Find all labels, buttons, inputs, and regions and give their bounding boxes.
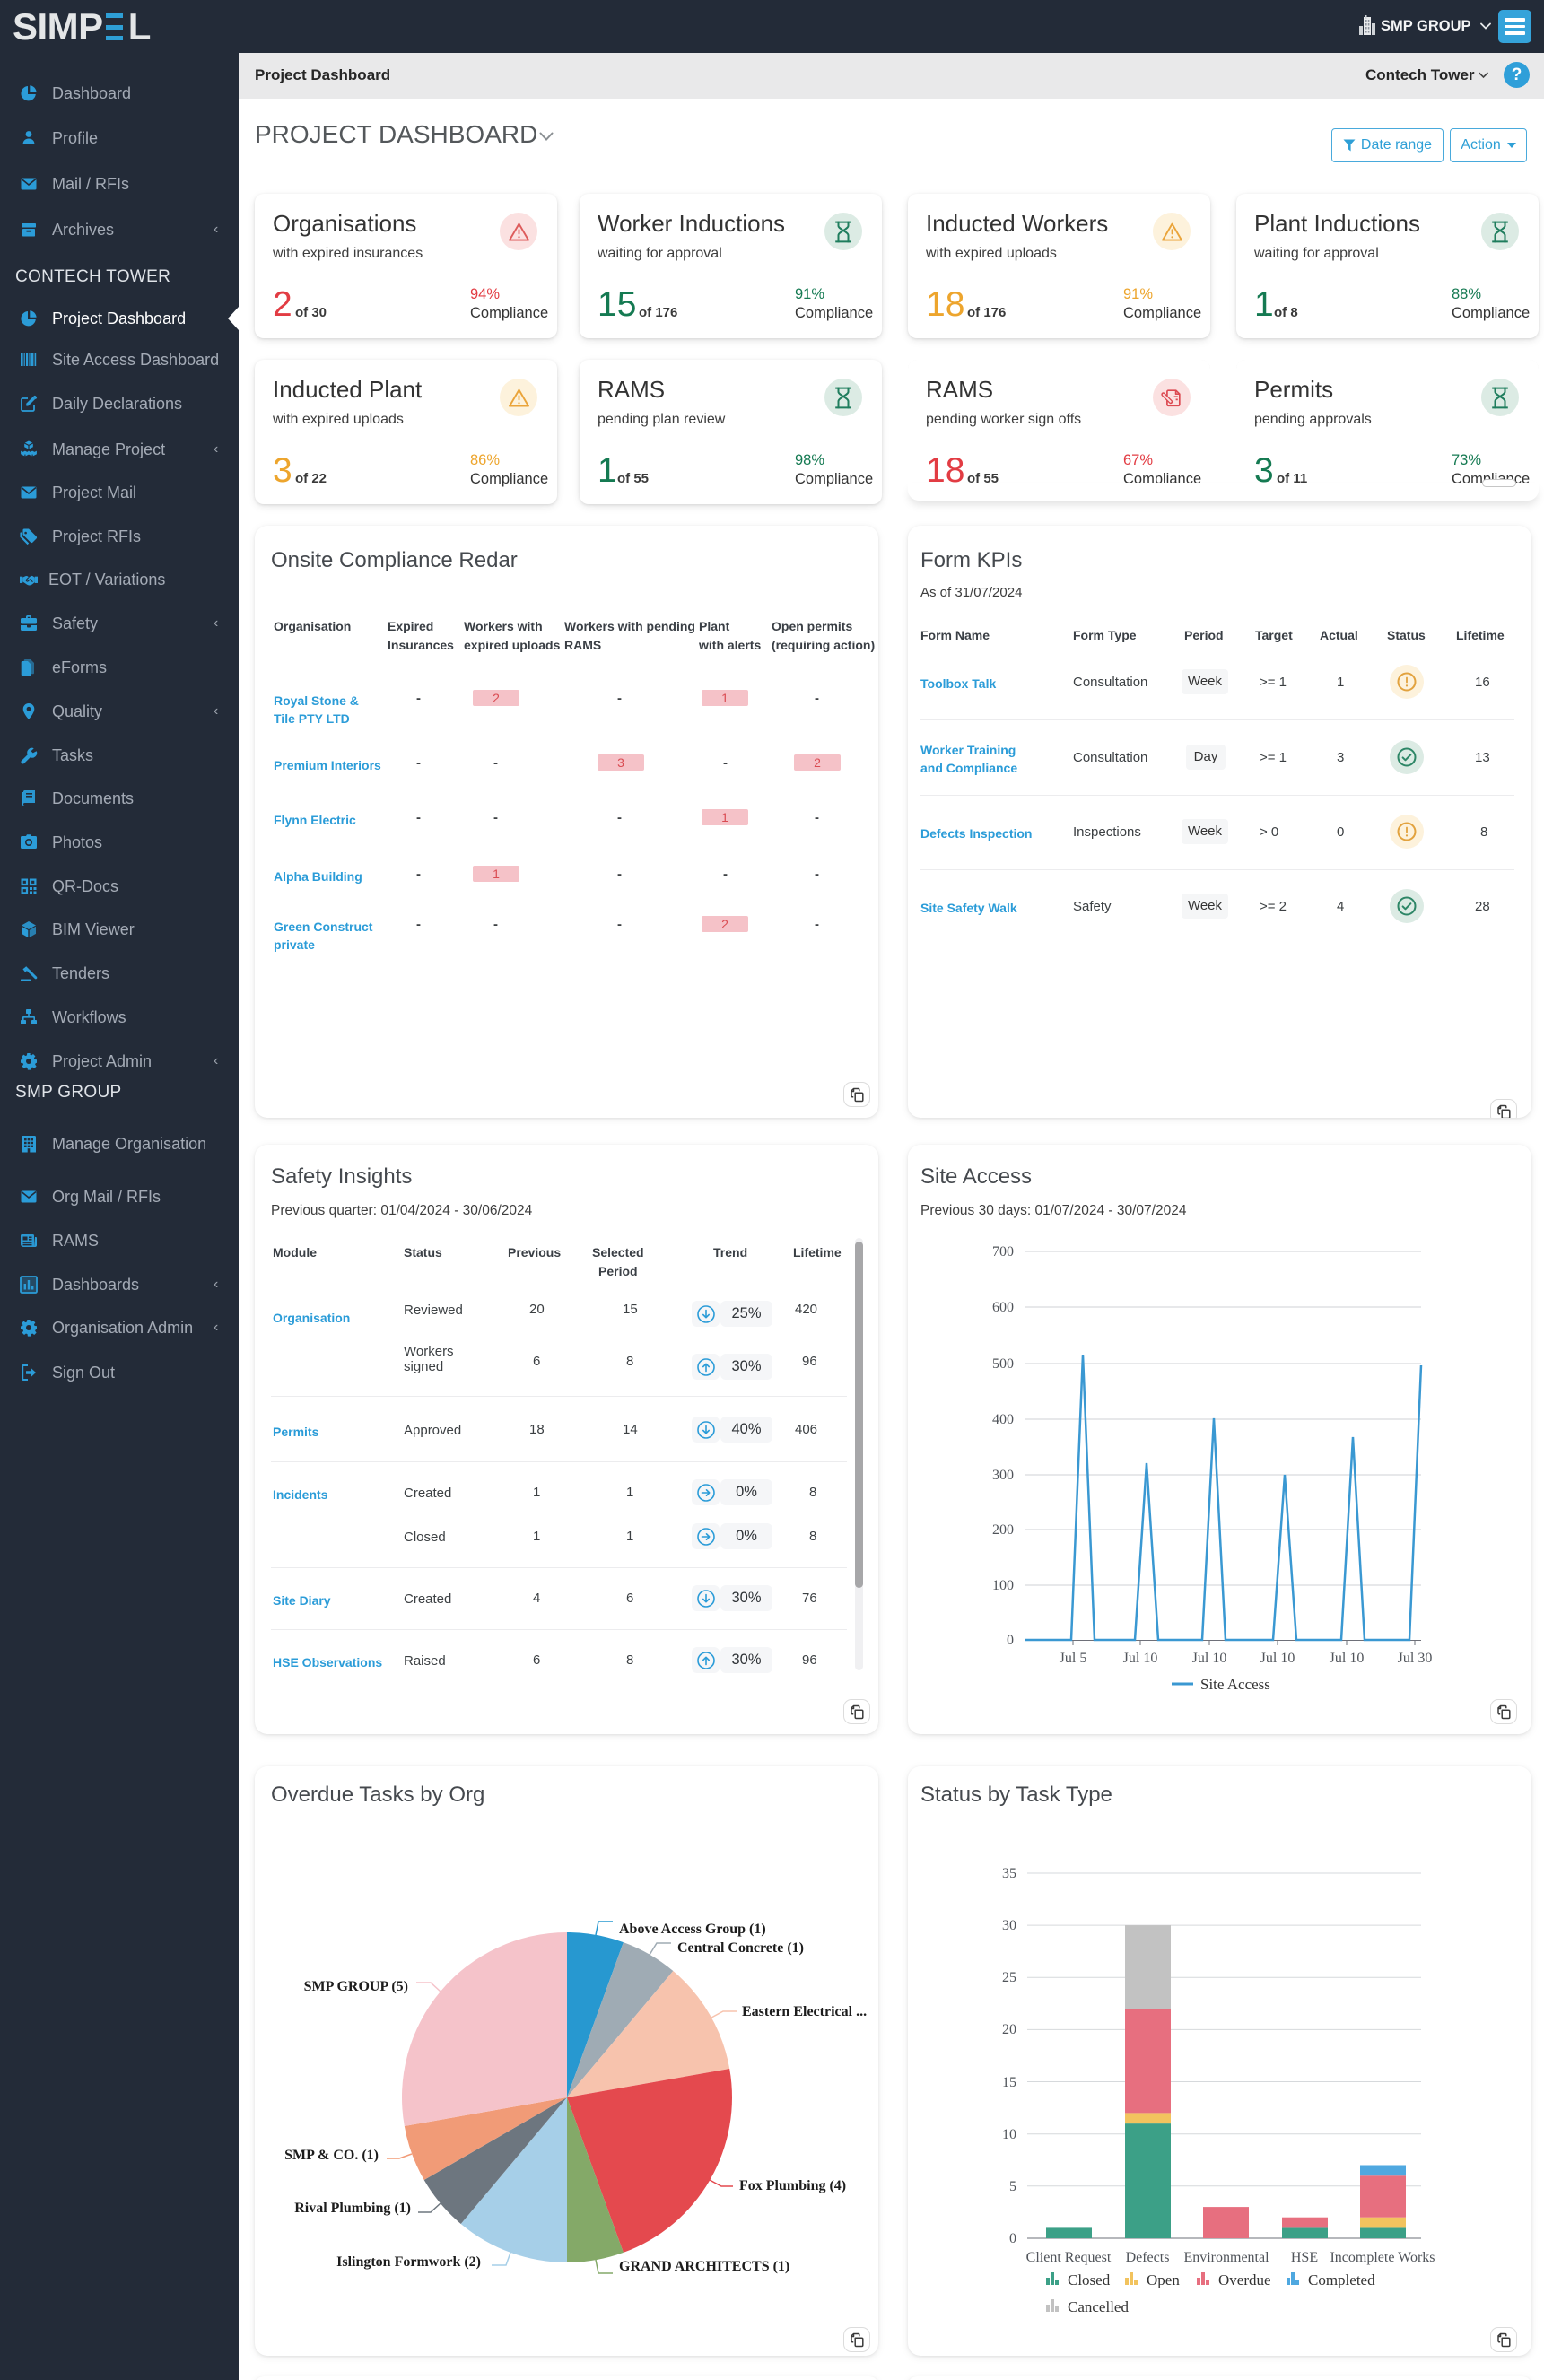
svg-text:Client Request: Client Request [1026, 2250, 1112, 2265]
svg-text:Fox Plumbing (4): Fox Plumbing (4) [739, 2178, 846, 2193]
svg-text:5: 5 [1009, 2179, 1016, 2194]
svg-text:500: 500 [992, 1356, 1014, 1372]
svg-text:SMP & CO. (1): SMP & CO. (1) [284, 2148, 379, 2163]
svg-text:Open: Open [1147, 2271, 1180, 2288]
svg-text:Eastern Electrical ...: Eastern Electrical ... [742, 2004, 867, 2019]
svg-text:100: 100 [992, 1578, 1014, 1593]
svg-text:Overdue: Overdue [1218, 2271, 1271, 2288]
svg-text:0: 0 [1007, 1633, 1014, 1648]
svg-text:Incomplete Works: Incomplete Works [1330, 2250, 1435, 2265]
svg-text:Central Concrete (1): Central Concrete (1) [677, 1940, 804, 1956]
svg-text:25: 25 [1002, 1970, 1016, 1985]
svg-text:Site Access: Site Access [1200, 1676, 1270, 1693]
svg-text:Above Access Group (1): Above Access Group (1) [619, 1922, 766, 1937]
svg-text:Closed: Closed [1068, 2271, 1111, 2288]
svg-text:30: 30 [1002, 1918, 1016, 1933]
svg-text:Jul 5: Jul 5 [1060, 1651, 1087, 1666]
svg-text:Environmental: Environmental [1183, 2250, 1269, 2265]
svg-text:Completed: Completed [1308, 2271, 1375, 2288]
svg-text:Islington Formwork (2): Islington Formwork (2) [336, 2254, 481, 2270]
svg-text:GRAND ARCHITECTS (1): GRAND ARCHITECTS (1) [619, 2259, 789, 2274]
svg-text:Cancelled: Cancelled [1068, 2298, 1129, 2315]
svg-text:15: 15 [1002, 2075, 1016, 2090]
svg-text:300: 300 [992, 1468, 1014, 1483]
svg-text:HSE: HSE [1291, 2250, 1318, 2265]
svg-text:10: 10 [1002, 2127, 1016, 2142]
svg-text:35: 35 [1002, 1866, 1016, 1881]
svg-text:Jul 10: Jul 10 [1330, 1651, 1365, 1666]
svg-text:700: 700 [992, 1244, 1014, 1260]
svg-text:Jul 10: Jul 10 [1123, 1651, 1158, 1666]
svg-text:Jul 30: Jul 30 [1398, 1651, 1433, 1666]
svg-text:0: 0 [1009, 2231, 1016, 2246]
svg-text:Rival Plumbing (1): Rival Plumbing (1) [294, 2201, 411, 2216]
svg-text:SMP GROUP (5): SMP GROUP (5) [304, 1979, 408, 1994]
svg-text:Jul 10: Jul 10 [1192, 1651, 1227, 1666]
svg-text:200: 200 [992, 1522, 1014, 1538]
svg-text:Defects: Defects [1126, 2250, 1170, 2265]
svg-text:20: 20 [1002, 2022, 1016, 2037]
svg-text:Jul 10: Jul 10 [1260, 1651, 1295, 1666]
svg-text:400: 400 [992, 1412, 1014, 1427]
svg-text:600: 600 [992, 1300, 1014, 1315]
